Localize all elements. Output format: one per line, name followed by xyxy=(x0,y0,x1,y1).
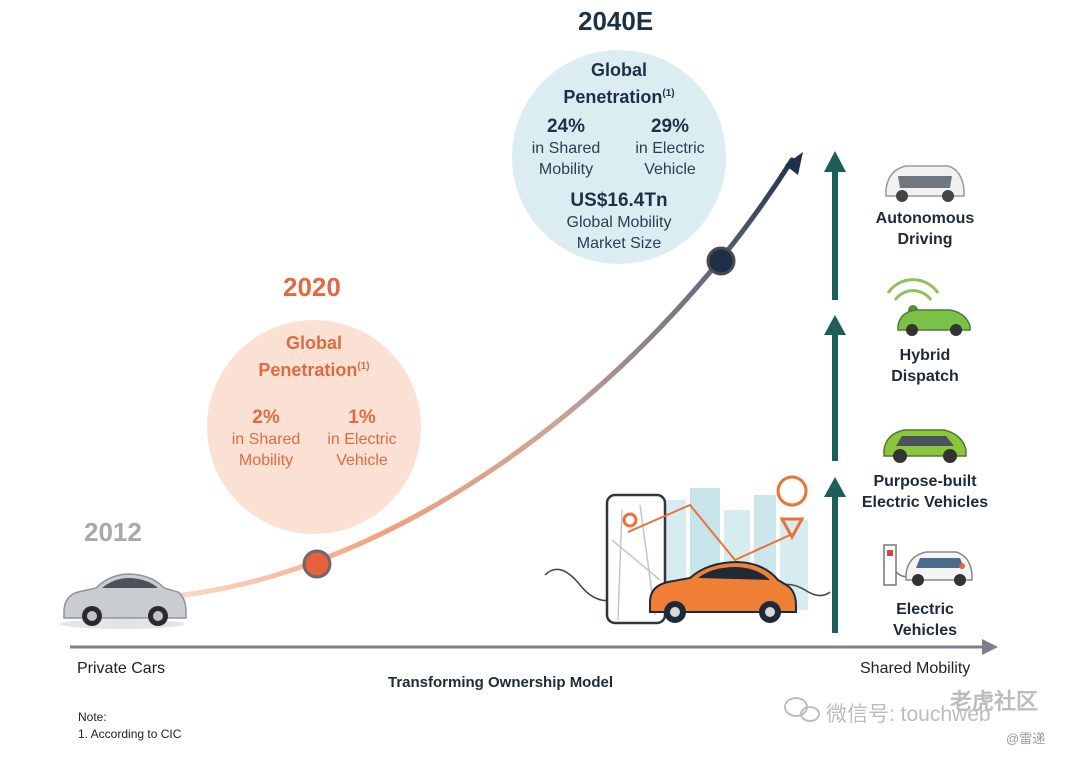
handle-watermark: @雷递 xyxy=(1006,731,1046,746)
shared-mobility-stat: 2% in Shared Mobility xyxy=(216,407,316,471)
circle-title-line1: Global xyxy=(590,60,647,80)
wechat-icon xyxy=(784,697,820,722)
footnote-heading: Note: xyxy=(78,710,107,724)
circle-title: Global Penetration(1) xyxy=(512,59,726,109)
marker-2020 xyxy=(302,549,332,579)
wechat-watermark: 微信号: touchweb xyxy=(826,703,991,726)
year-2020-label: 2020 xyxy=(283,272,341,302)
stage-label-hybrid-dispatch: Hybrid Dispatch xyxy=(891,347,959,385)
circle-title-line2: Penetration xyxy=(563,87,663,107)
stat-value: 24% xyxy=(546,116,586,137)
hybrid-dispatch-illustration xyxy=(886,278,971,336)
market-size: US$16.4Tn Global Mobility Market Size xyxy=(512,190,726,254)
circle-title: Global Penetration(1) xyxy=(207,332,421,382)
stat-label: in Electric Vehicle xyxy=(327,431,397,469)
stat-value: 29% xyxy=(650,116,690,137)
stage-label-purpose-built-ev: Purpose-built Electric Vehicles xyxy=(861,473,989,511)
market-size-label: Global Mobility Market Size xyxy=(566,214,672,252)
circle-title-line1: Global xyxy=(285,333,342,353)
axis-left-label: Private Cars xyxy=(77,660,166,677)
electric-vehicle-stat: 29% in Electric Vehicle xyxy=(620,116,720,180)
shared-mobility-stat: 24% in Shared Mobility xyxy=(516,116,616,180)
brand-watermark: 老虎社区 xyxy=(950,689,1039,714)
stage-label-autonomous-driving: Autonomous Driving xyxy=(875,210,975,248)
stat-value: 2% xyxy=(252,407,280,428)
penetration-2040e-circle: Global Penetration(1) 24% in Shared Mobi… xyxy=(512,50,726,264)
footnote: Note: 1. According to CIC xyxy=(78,709,181,743)
marker-2040 xyxy=(706,246,736,276)
stat-label: in Electric Vehicle xyxy=(635,140,705,178)
purpose-built-ev-illustration xyxy=(883,429,967,463)
stat-label: in Shared Mobility xyxy=(231,431,301,469)
circle-title-line2: Penetration xyxy=(258,360,358,380)
private-car-illustration xyxy=(60,573,187,629)
axis-title: Transforming Ownership Model xyxy=(388,674,614,691)
autonomous-car-illustration xyxy=(885,165,965,202)
footnote-ref: (1) xyxy=(357,361,370,372)
x-axis-arrowhead xyxy=(982,639,998,655)
footnote-ref: (1) xyxy=(662,88,675,99)
growth-curve-arrowhead xyxy=(785,152,803,175)
stage-label-electric-vehicles: Electric Vehicles xyxy=(892,601,958,639)
electric-vehicle-stat: 1% in Electric Vehicle xyxy=(312,407,412,471)
footnote-item: 1. According to CIC xyxy=(78,727,182,741)
stat-value: 1% xyxy=(348,407,376,428)
shared-mobility-illustration xyxy=(544,475,831,625)
market-size-value: US$16.4Tn xyxy=(570,190,668,211)
year-2040e-label: 2040E xyxy=(578,6,654,36)
stat-label: in Shared Mobility xyxy=(531,140,601,178)
stage-arrows xyxy=(824,151,846,633)
penetration-2020-circle: Global Penetration(1) 2% in Shared Mobil… xyxy=(207,320,421,534)
axis-right-label: Shared Mobility xyxy=(860,660,971,677)
year-2012-label: 2012 xyxy=(84,517,142,547)
electric-vehicle-illustration xyxy=(883,544,973,586)
